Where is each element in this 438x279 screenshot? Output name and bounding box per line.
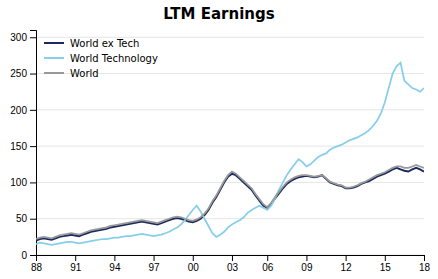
y-tick: 200 <box>10 105 36 116</box>
x-tick-label: 12 <box>341 262 353 273</box>
legend-swatch <box>44 42 64 44</box>
legend-swatch <box>44 72 64 74</box>
y-tick-label: 0 <box>21 250 27 261</box>
chart: LTM Earnings 88 91 94 97 00 03 06 09 12 15 18 0 50 100… <box>0 0 438 279</box>
legend-item: World Technology <box>44 53 158 64</box>
y-tick-label: 300 <box>10 32 27 43</box>
legend-label: World ex Tech <box>70 38 139 49</box>
x-tick-label: 00 <box>188 262 200 273</box>
x-tick: 94 <box>109 255 121 273</box>
y-tick: 250 <box>10 68 36 79</box>
x-tick: 18 <box>419 255 431 273</box>
title: LTM Earnings <box>163 5 274 23</box>
x-tick-label: 18 <box>419 262 431 273</box>
x-tick: 09 <box>301 255 313 273</box>
x-tick: 97 <box>149 255 161 273</box>
series-line <box>36 63 424 245</box>
x-tick-mark <box>114 255 115 261</box>
y-tick-label: 50 <box>16 213 28 224</box>
legend: World ex Tech World Technology World <box>44 38 158 79</box>
x-tick: 00 <box>188 255 200 273</box>
x-tick: 12 <box>341 255 353 273</box>
y-tick-mark <box>30 255 36 256</box>
y-axis-line <box>30 31 37 256</box>
legend-label: World Technology <box>70 53 158 64</box>
y-tick-label: 100 <box>10 177 27 188</box>
x-tick-mark <box>306 255 307 261</box>
x-tick-mark <box>232 255 233 261</box>
y-tick-label: 150 <box>10 141 27 152</box>
legend-item: World <box>44 68 99 79</box>
y-tick: 100 <box>10 177 36 188</box>
x-tick-mark <box>424 255 425 261</box>
x-tick-mark <box>154 255 155 261</box>
grid-line <box>36 218 424 219</box>
plot: 88 91 94 97 00 03 06 09 12 15 18 0 50 100 150 200 250 300… <box>10 31 430 274</box>
x-tick: 03 <box>227 255 239 273</box>
x-axis-line <box>37 256 425 262</box>
y-tick-mark <box>30 219 36 220</box>
y-tick: 150 <box>10 141 36 152</box>
y-tick-label: 250 <box>10 68 27 79</box>
x-tick-mark <box>75 255 76 261</box>
x-tick-label: 88 <box>31 262 43 273</box>
y-tick: 50 <box>16 213 36 224</box>
y-tick-mark <box>30 182 36 183</box>
x-tick-label: 06 <box>262 262 274 273</box>
legend-swatch <box>44 57 64 59</box>
x-tick-mark <box>267 255 268 261</box>
x-tick: 88 <box>31 255 43 273</box>
series-line <box>36 165 424 239</box>
grid-line <box>36 146 424 147</box>
y-tick-mark <box>30 74 36 75</box>
x-tick-mark <box>193 255 194 261</box>
x-tick-label: 91 <box>70 262 82 273</box>
lines <box>36 63 424 245</box>
y-tick-mark <box>30 146 36 147</box>
y-tick-mark <box>30 37 36 38</box>
y-tick: 300 <box>10 32 36 43</box>
y-axis: 0 50 100 150 200 250 300 <box>10 31 36 261</box>
grid <box>36 37 424 255</box>
x-axis: 88 91 94 97 00 03 06 09 12 15 18 <box>31 255 431 273</box>
x-tick-label: 15 <box>380 262 392 273</box>
y-tick: 0 <box>21 250 36 261</box>
x-tick-label: 94 <box>109 262 121 273</box>
x-tick: 15 <box>380 255 392 273</box>
legend-label: World <box>70 68 99 79</box>
x-tick-mark <box>385 255 386 261</box>
x-tick: 06 <box>262 255 274 273</box>
x-tick-mark <box>346 255 347 261</box>
grid-line <box>36 109 424 110</box>
legend-item: World ex Tech <box>44 38 139 49</box>
x-tick-label: 03 <box>227 262 239 273</box>
y-tick-label: 200 <box>10 105 27 116</box>
x-tick: 91 <box>70 255 82 273</box>
x-tick-label: 09 <box>301 262 313 273</box>
y-tick-mark <box>30 110 36 111</box>
x-tick-label: 97 <box>149 262 161 273</box>
